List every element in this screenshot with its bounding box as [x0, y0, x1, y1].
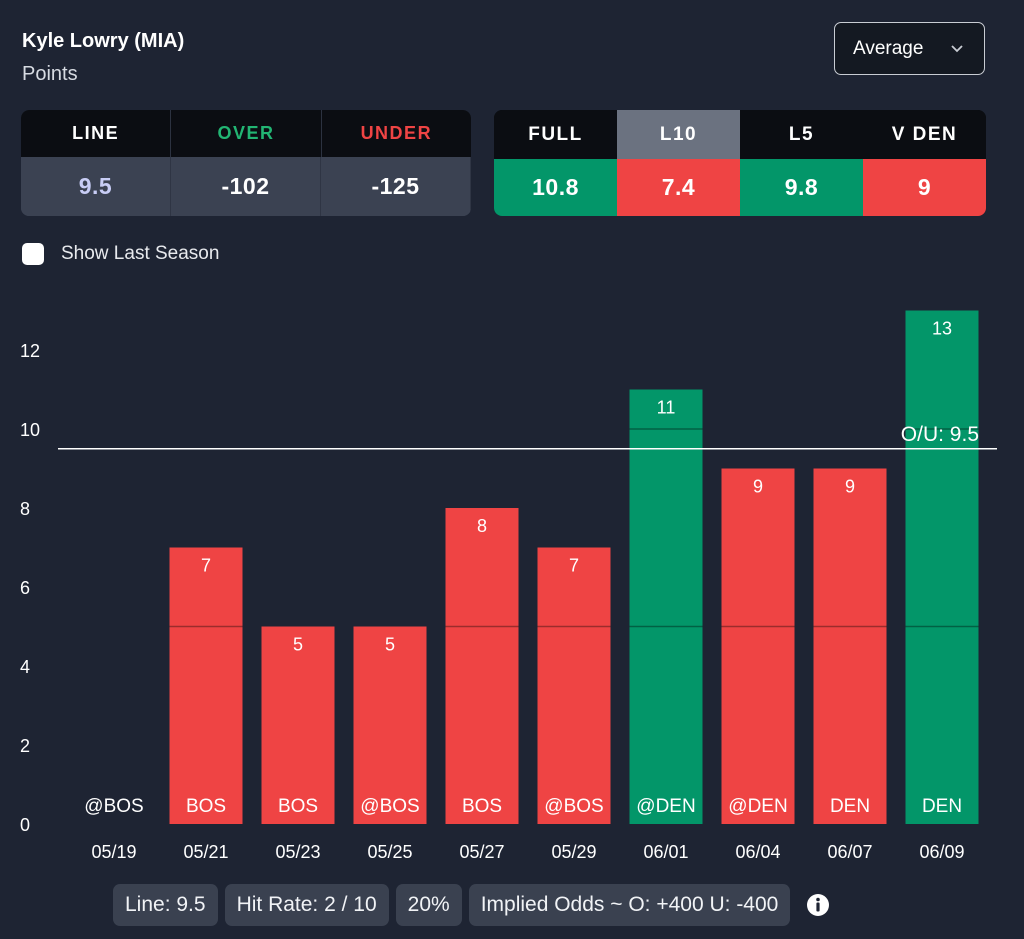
player-name: Kyle Lowry (MIA)	[22, 30, 185, 52]
y-tick-label: 2	[20, 736, 30, 756]
bar	[813, 468, 887, 824]
x-tick-label: 06/09	[919, 842, 964, 862]
odds-table: LINE OVER UNDER 9.5 -102 -125	[21, 110, 471, 216]
y-tick-label: 8	[20, 499, 30, 519]
odds-value-under: -125	[321, 157, 471, 216]
average-dropdown[interactable]: Average	[834, 22, 985, 75]
bar-value-label: 9	[845, 477, 855, 497]
y-tick-label: 6	[20, 578, 30, 598]
bar-value-label: 7	[569, 556, 579, 576]
tab-full[interactable]: FULL	[494, 110, 617, 159]
info-icon[interactable]	[805, 892, 831, 918]
opponent-label: DEN	[922, 796, 962, 817]
bar-value-label: 5	[293, 635, 303, 655]
x-tick-label: 05/27	[459, 842, 504, 862]
show-last-season-toggle[interactable]: Show Last Season	[22, 243, 219, 265]
y-tick-label: 12	[20, 341, 40, 361]
y-tick-label: 0	[20, 815, 30, 835]
opponent-label: BOS	[278, 796, 318, 817]
x-tick-label: 06/04	[735, 842, 780, 862]
bar	[537, 547, 611, 824]
opponent-label: @BOS	[544, 796, 603, 817]
tab-l10[interactable]: L10	[617, 110, 740, 159]
average-value-l5: 9.8	[740, 159, 863, 216]
y-tick-label: 10	[20, 420, 40, 440]
average-value-v-den: 9	[863, 159, 986, 216]
bar-value-label: 13	[932, 319, 952, 339]
opponent-label: @DEN	[636, 796, 695, 817]
odds-header-line: LINE	[21, 110, 172, 157]
show-last-season-label: Show Last Season	[61, 243, 220, 264]
x-tick-label: 05/19	[91, 842, 136, 862]
summary-footer: Line: 9.5 Hit Rate: 2 / 10 20% Implied O…	[113, 884, 831, 926]
averages-table: FULL L10 L5 V DEN 10.8 7.4 9.8 9	[494, 110, 986, 216]
bar-value-label: 7	[201, 556, 211, 576]
bar-value-label: 11	[657, 398, 676, 418]
average-value-full: 10.8	[494, 159, 617, 216]
average-value-l10: 7.4	[617, 159, 740, 216]
bar	[261, 626, 335, 824]
x-tick-label: 05/21	[183, 842, 228, 862]
opponent-label: DEN	[830, 796, 870, 817]
show-last-season-checkbox[interactable]	[22, 243, 44, 265]
x-tick-label: 06/01	[643, 842, 688, 862]
bar-value-label: 8	[477, 516, 487, 536]
dropdown-selected-value: Average	[853, 37, 924, 59]
hit-rate-pill: Hit Rate: 2 / 10	[224, 884, 389, 926]
chevron-down-icon	[951, 45, 963, 53]
opponent-label: @DEN	[728, 796, 787, 817]
x-tick-label: 05/25	[367, 842, 412, 862]
bar	[721, 468, 795, 824]
bar-value-label: 5	[385, 635, 395, 655]
points-bar-chart: 0 2 4 6 8 10 12 @BOS 05/19 7 BOS 05/21 5 BOS 05/23 5 @BO…	[20, 310, 997, 862]
bar	[353, 626, 427, 824]
opponent-label: @BOS	[84, 796, 143, 817]
x-tick-label: 05/23	[275, 842, 320, 862]
odds-value-line: 9.5	[21, 157, 171, 216]
bar	[445, 508, 519, 824]
bar-value-label: 9	[753, 477, 763, 497]
y-tick-label: 4	[20, 657, 30, 677]
x-tick-label: 05/29	[551, 842, 596, 862]
bar	[629, 389, 703, 824]
opponent-label: @BOS	[360, 796, 419, 817]
bar	[169, 547, 243, 824]
tab-l5[interactable]: L5	[740, 110, 863, 159]
x-tick-label: 06/07	[827, 842, 872, 862]
over-under-label: O/U: 9.5	[901, 423, 979, 446]
odds-header-under: UNDER	[360, 123, 433, 143]
opponent-label: BOS	[186, 796, 226, 817]
opponent-label: BOS	[462, 796, 502, 817]
stat-name: Points	[22, 63, 78, 85]
bar	[905, 310, 979, 824]
odds-header-over: OVER	[171, 110, 322, 157]
implied-odds-pill: Implied Odds ~ O: +400 U: -400	[468, 884, 791, 926]
odds-value-over: -102	[171, 157, 321, 216]
tab-v-den[interactable]: V DEN	[863, 110, 986, 159]
line-pill: Line: 9.5	[113, 884, 218, 926]
hit-percent-pill: 20%	[395, 884, 462, 926]
